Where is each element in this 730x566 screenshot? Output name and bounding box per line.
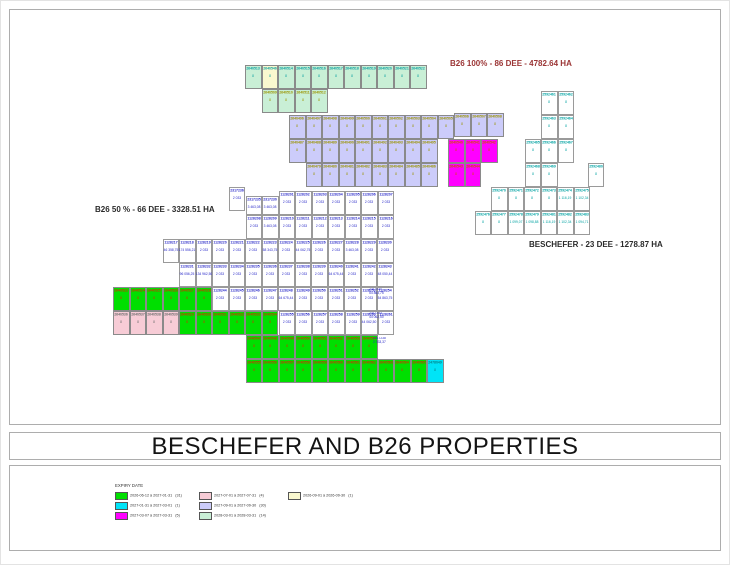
page-title: BESCHEFER AND B26 PROPERTIES — [151, 433, 579, 460]
legend-label: 2027-03-07 à 2027-03-31 (5) — [130, 514, 180, 518]
legend-swatch — [199, 512, 212, 520]
legend-item: 2026-09-01 à 2026-09-30 (1) — [288, 492, 383, 501]
legend-label: 2027-01-31 à 2027-03-01 (1) — [130, 504, 180, 508]
legend-item: 2026-06-12 à 2027-01-31 (31) — [115, 492, 214, 501]
legend-swatch — [115, 502, 128, 510]
legend-label: 2026-06-12 à 2027-01-31 (31) — [130, 494, 182, 498]
title-band: BESCHEFER AND B26 PROPERTIES — [9, 432, 721, 460]
legend-label: 2027-09-01 à 2027-09-30 (30) — [214, 504, 266, 508]
legend-item: 2028-03-01 à 2028-03-31 (14) — [199, 512, 298, 521]
legend-swatch — [199, 492, 212, 500]
legend-swatch — [115, 512, 128, 520]
legend-swatch — [199, 502, 212, 510]
legend-swatch — [115, 492, 128, 500]
legend-item: 2027-01-31 à 2027-03-01 (1) — [115, 502, 210, 511]
legend-item: 2027-09-01 à 2027-09-30 (30) — [199, 502, 298, 511]
legend-item: 2027-07-01 à 2027-07-31 (4) — [199, 492, 294, 501]
map-panel — [9, 9, 721, 425]
legend-title: EXPIRY DATE — [115, 484, 144, 489]
legend-swatch — [288, 492, 301, 500]
legend-label: 2027-07-01 à 2027-07-31 (4) — [214, 494, 264, 498]
legend-label: 2026-09-01 à 2026-09-30 (1) — [303, 494, 353, 498]
legend-panel: EXPIRY DATE 2026-06-12 à 2027-01-31 (31)… — [9, 465, 721, 551]
legend-label: 2028-03-01 à 2028-03-31 (14) — [214, 514, 266, 518]
legend-item: 2027-03-07 à 2027-03-31 (5) — [115, 512, 210, 521]
